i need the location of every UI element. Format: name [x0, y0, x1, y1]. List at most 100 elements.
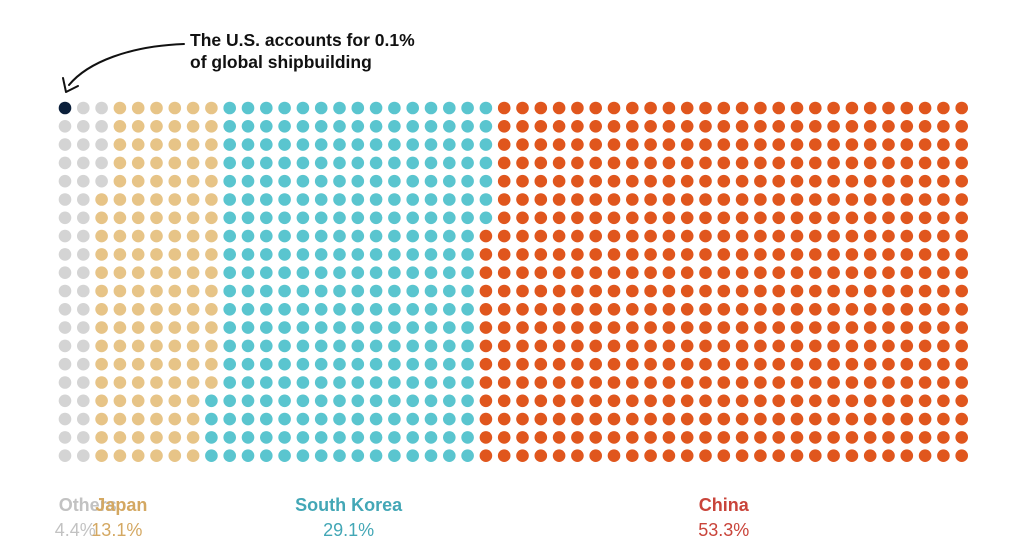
waffle-dot-china	[589, 449, 602, 463]
waffle-dot-china	[717, 266, 731, 280]
waffle-dot-south-korea	[260, 120, 273, 133]
waffle-dot-china	[809, 394, 822, 408]
waffle-dot-china	[626, 431, 639, 444]
waffle-dot-south-korea	[296, 303, 310, 316]
waffle-dot-china	[809, 174, 822, 188]
waffle-dot-others	[58, 394, 72, 408]
waffle-dot-japan	[168, 101, 182, 115]
waffle-dot-china	[589, 193, 602, 206]
waffle-dot-south-korea	[223, 339, 236, 353]
waffle-dot-south-korea	[443, 357, 456, 371]
waffle-dot-south-korea	[443, 193, 456, 206]
waffle-dot-united-states	[58, 101, 72, 115]
waffle-dot-china	[809, 376, 822, 389]
waffle-dot-china	[735, 138, 749, 151]
waffle-dot-south-korea	[260, 376, 273, 389]
waffle-dot-china	[479, 376, 493, 389]
waffle-dot-south-korea	[296, 376, 310, 389]
waffle-dot-china	[717, 120, 731, 133]
waffle-dot-china	[571, 284, 584, 298]
waffle-dot-others	[77, 138, 90, 151]
waffle-dot-japan	[113, 303, 127, 316]
waffle-dot-south-korea	[424, 376, 438, 389]
waffle-dot-china	[699, 156, 712, 170]
waffle-dot-china	[680, 266, 694, 280]
waffle-dot-china	[534, 357, 548, 371]
waffle-dot-south-korea	[241, 211, 255, 225]
waffle-dot-south-korea	[443, 284, 456, 298]
waffle-dot-south-korea	[351, 431, 365, 444]
waffle-dot-south-korea	[424, 284, 438, 298]
waffle-dot-china	[955, 339, 968, 353]
waffle-dot-south-korea	[314, 248, 328, 261]
waffle-dot-china	[900, 193, 914, 206]
waffle-dot-south-korea	[388, 156, 401, 170]
waffle-dot-japan	[205, 193, 218, 206]
waffle-dot-south-korea	[278, 394, 291, 408]
waffle-dot-japan	[186, 376, 200, 389]
waffle-dot-south-korea	[260, 193, 273, 206]
waffle-dot-china	[680, 248, 694, 261]
waffle-dot-japan	[113, 156, 127, 170]
waffle-dot-china	[497, 138, 511, 151]
waffle-dot-south-korea	[369, 211, 383, 225]
waffle-dot-china	[790, 248, 804, 261]
waffle-dot-japan	[131, 211, 145, 225]
waffle-dot-china	[571, 229, 584, 243]
waffle-dot-china	[516, 431, 529, 444]
waffle-dot-china	[900, 284, 914, 298]
waffle-dot-japan	[150, 120, 163, 133]
waffle-dot-south-korea	[461, 431, 474, 444]
waffle-dot-china	[680, 376, 694, 389]
waffle-dot-japan	[186, 394, 200, 408]
waffle-dot-china	[534, 248, 548, 261]
waffle-dot-south-korea	[278, 339, 291, 353]
waffle-dot-china	[735, 357, 749, 371]
waffle-dot-china	[735, 266, 749, 280]
waffle-dot-china	[607, 156, 621, 170]
waffle-dot-japan	[113, 339, 127, 353]
waffle-dot-south-korea	[241, 449, 255, 463]
waffle-dot-china	[607, 248, 621, 261]
waffle-dot-south-korea	[424, 431, 438, 444]
waffle-dot-south-korea	[406, 339, 420, 353]
waffle-dot-china	[772, 357, 785, 371]
waffle-dot-south-korea	[424, 156, 438, 170]
waffle-dot-japan	[186, 266, 200, 280]
waffle-dot-china	[827, 449, 840, 463]
waffle-dot-china	[607, 303, 621, 316]
waffle-dot-japan	[95, 211, 108, 225]
waffle-dot-china	[754, 449, 767, 463]
waffle-dot-south-korea	[424, 193, 438, 206]
waffle-dot-china	[497, 156, 511, 170]
waffle-dot-japan	[95, 394, 108, 408]
waffle-dot-others	[58, 376, 72, 389]
waffle-dot-south-korea	[296, 248, 310, 261]
waffle-dot-south-korea	[223, 449, 236, 463]
waffle-dot-south-korea	[223, 321, 236, 334]
waffle-dot-south-korea	[406, 193, 420, 206]
waffle-dot-china	[552, 266, 566, 280]
waffle-dot-china	[680, 339, 694, 353]
waffle-dot-china	[900, 138, 914, 151]
waffle-dot-south-korea	[369, 229, 383, 243]
waffle-dot-south-korea	[443, 339, 456, 353]
waffle-dot-south-korea	[260, 394, 273, 408]
waffle-dot-china	[754, 357, 767, 371]
waffle-dot-china	[882, 449, 895, 463]
waffle-dot-china	[790, 394, 804, 408]
waffle-dot-south-korea	[369, 412, 383, 426]
waffle-dot-china	[516, 449, 529, 463]
waffle-dot-others	[58, 412, 72, 426]
waffle-dot-china	[497, 101, 511, 115]
waffle-dot-china	[680, 394, 694, 408]
waffle-dot-china	[863, 376, 877, 389]
waffle-dot-south-korea	[351, 449, 365, 463]
waffle-dot-china	[937, 321, 950, 334]
waffle-dot-china	[754, 248, 767, 261]
waffle-dot-japan	[205, 248, 218, 261]
waffle-dot-japan	[131, 449, 145, 463]
waffle-dot-south-korea	[461, 174, 474, 188]
waffle-dot-south-korea	[333, 339, 346, 353]
waffle-dot-others	[77, 284, 90, 298]
